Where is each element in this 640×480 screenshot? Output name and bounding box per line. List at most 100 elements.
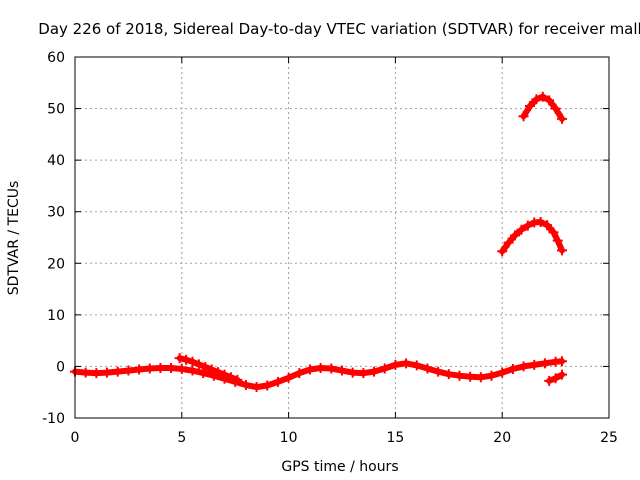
y-tick-label: 50: [47, 102, 65, 118]
x-tick-label: 0: [71, 430, 80, 446]
data-point: [390, 359, 401, 370]
y-axis-label: SDTVAR / TECUs: [6, 181, 22, 296]
x-axis-label: GPS time / hours: [281, 459, 398, 475]
plot-frame: [74, 56, 610, 419]
data-point: [358, 368, 369, 379]
x-tick-label: 15: [386, 430, 404, 446]
data-point: [193, 359, 204, 370]
data-series: [174, 353, 243, 385]
data-point: [497, 246, 508, 257]
data-point: [91, 368, 102, 379]
data-point: [225, 372, 236, 383]
data-point: [544, 95, 555, 106]
x-tick-label: 20: [493, 430, 511, 446]
data-point: [544, 375, 555, 386]
data-point: [433, 366, 444, 377]
data-point: [304, 364, 315, 375]
data-point: [80, 367, 91, 378]
data-point: [550, 103, 561, 114]
data-point: [294, 368, 305, 379]
data-point: [531, 94, 542, 105]
data-point: [166, 362, 177, 373]
chart-title: Day 226 of 2018, Sidereal Day-to-day VTE…: [38, 20, 640, 38]
series-line: [176, 355, 241, 383]
data-point: [542, 220, 553, 231]
data-point: [102, 367, 113, 378]
y-tick-label: 20: [47, 256, 65, 272]
data-point: [176, 364, 187, 375]
data-point: [272, 376, 283, 387]
data-point: [379, 363, 390, 374]
data-point: [240, 379, 251, 390]
data-point: [552, 235, 563, 246]
data-point: [522, 220, 533, 231]
data-point: [422, 363, 433, 374]
data-point: [232, 374, 243, 385]
data-point: [123, 365, 134, 376]
data-point: [518, 111, 529, 122]
data-point: [181, 354, 192, 365]
data-point: [535, 217, 546, 228]
data-point: [155, 362, 166, 373]
data-point: [548, 227, 559, 238]
data-point: [537, 91, 548, 102]
data-points: [70, 91, 568, 393]
y-tick-label: 40: [47, 153, 65, 169]
data-point: [283, 372, 294, 383]
data-series: [544, 369, 568, 386]
data-point: [187, 365, 198, 376]
data-point: [262, 380, 273, 391]
x-tick-label: 10: [280, 430, 298, 446]
data-point: [213, 367, 224, 378]
data-point: [200, 361, 211, 372]
data-point: [518, 361, 529, 372]
axis-ticks: 0 5 10 15 20 25 -10 0 10 20 30 40 50 60: [42, 50, 618, 446]
data-series: [70, 356, 568, 393]
data-point: [401, 358, 412, 369]
data-point: [112, 366, 123, 377]
data-point: [326, 363, 337, 374]
y-tick-label: 0: [56, 359, 65, 375]
data-point: [251, 382, 262, 393]
data-point: [557, 245, 568, 256]
data-point: [369, 366, 380, 377]
data-point: [174, 353, 185, 364]
data-point: [486, 370, 497, 381]
data-point: [198, 368, 209, 379]
data-point: [443, 369, 454, 380]
data-point: [206, 364, 217, 375]
y-tick-label: -10: [42, 411, 65, 427]
data-point: [550, 373, 561, 384]
data-point: [516, 224, 527, 235]
data-series: [518, 91, 568, 124]
data-point: [134, 364, 145, 375]
data-point: [510, 230, 521, 241]
data-point: [557, 113, 568, 124]
data-point: [411, 360, 422, 371]
x-tick-label: 25: [600, 430, 618, 446]
data-point: [557, 369, 568, 380]
data-point: [315, 362, 326, 373]
data-point: [337, 365, 347, 376]
data-point: [503, 237, 514, 248]
data-point: [187, 356, 198, 367]
x-tick-label: 5: [177, 430, 186, 446]
y-tick-label: 60: [47, 50, 65, 66]
data-point: [524, 100, 535, 111]
data-point: [219, 369, 230, 380]
series-line: [72, 358, 565, 391]
data-point: [497, 367, 508, 378]
data-point: [507, 364, 518, 375]
data-point: [475, 372, 486, 383]
data-point: [144, 363, 155, 374]
data-point: [454, 370, 465, 381]
y-tick-label: 10: [47, 308, 65, 324]
data-point: [539, 358, 550, 369]
y-tick-label: 30: [47, 205, 65, 221]
data-point: [529, 359, 540, 370]
data-point: [557, 356, 568, 367]
data-series: [497, 217, 568, 257]
data-point: [347, 367, 358, 378]
data-point: [465, 371, 476, 382]
